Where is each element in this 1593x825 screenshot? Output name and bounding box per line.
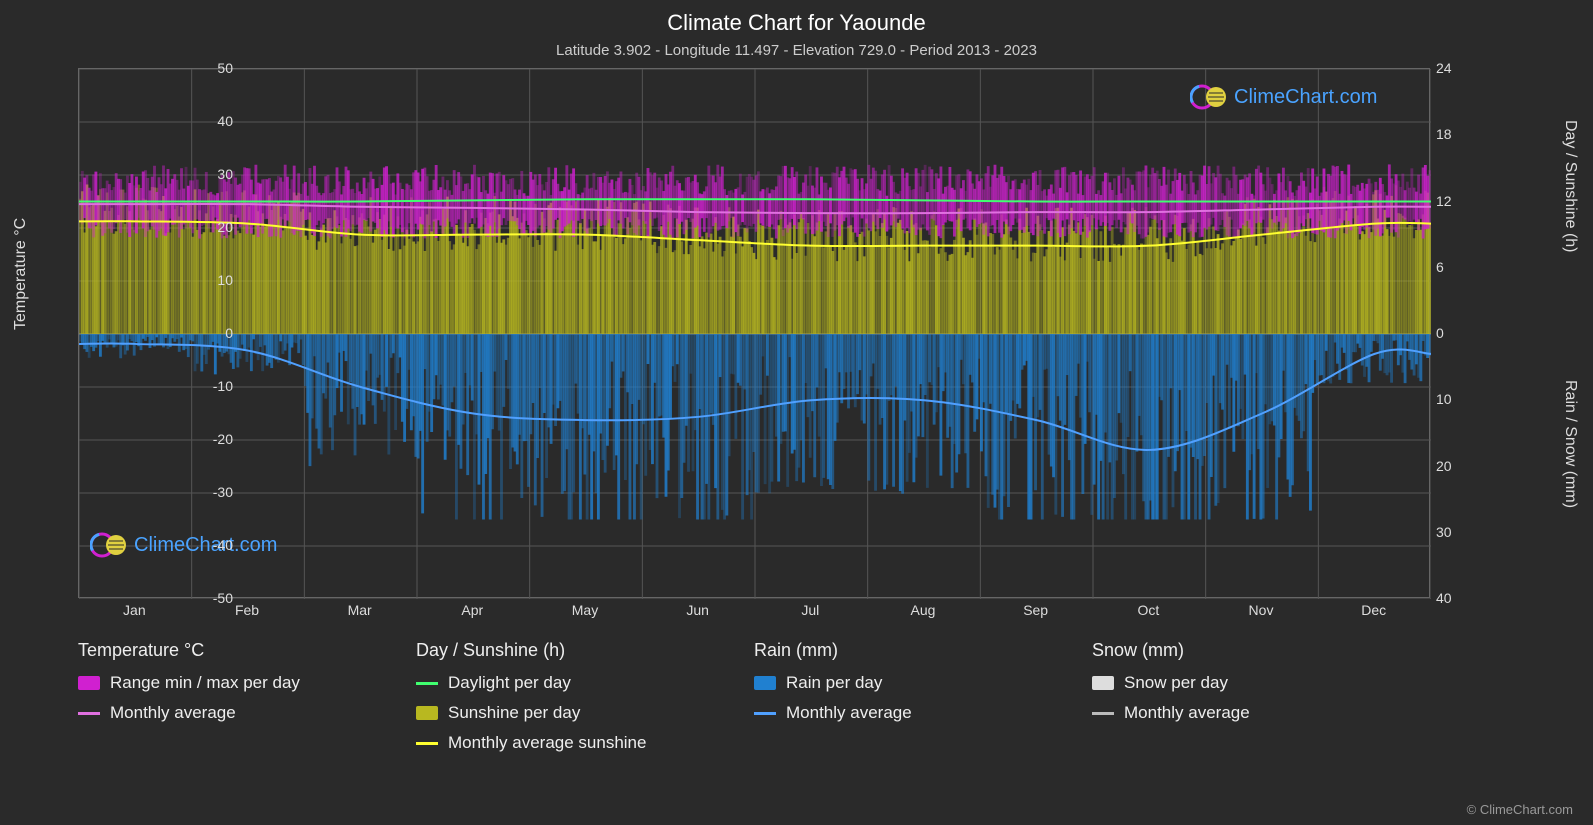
legend-swatch xyxy=(754,676,776,690)
legend-label: Monthly average xyxy=(786,703,912,723)
y-tick-left: -40 xyxy=(183,537,233,553)
y-tick-left: 10 xyxy=(183,272,233,288)
y-tick-left: -30 xyxy=(183,484,233,500)
month-label: May xyxy=(565,602,605,618)
legend-line-swatch xyxy=(78,712,100,715)
y-axis-right-top-label: Day / Sunshine (h) xyxy=(1561,120,1579,253)
y-axis-left-label: Temperature °C xyxy=(12,218,30,330)
legend: Temperature °C Range min / max per day Mon… xyxy=(78,640,1430,763)
y-tick-right-top: 24 xyxy=(1436,60,1486,76)
month-label: Sep xyxy=(1016,602,1056,618)
logo-icon xyxy=(1190,82,1228,112)
copyright: © ClimeChart.com xyxy=(1467,802,1573,817)
y-tick-left: 30 xyxy=(183,166,233,182)
logo-icon-bottom xyxy=(90,530,128,560)
y-tick-left: 20 xyxy=(183,219,233,235)
legend-group-title: Temperature °C xyxy=(78,640,416,661)
legend-label: Rain per day xyxy=(786,673,882,693)
legend-label: Monthly average sunshine xyxy=(448,733,646,753)
month-label: Jun xyxy=(678,602,718,618)
month-label: Oct xyxy=(1128,602,1168,618)
legend-item: Rain per day xyxy=(754,673,1092,693)
month-label: Jul xyxy=(790,602,830,618)
legend-item: Range min / max per day xyxy=(78,673,416,693)
y-tick-left: 50 xyxy=(183,60,233,76)
y-tick-right-top: 12 xyxy=(1436,193,1486,209)
legend-line-swatch xyxy=(416,682,438,685)
y-tick-right-bottom: 10 xyxy=(1436,391,1486,407)
legend-item: Sunshine per day xyxy=(416,703,754,723)
y-tick-right-top: 18 xyxy=(1436,126,1486,142)
legend-item: Monthly average xyxy=(754,703,1092,723)
legend-swatch xyxy=(1092,676,1114,690)
legend-swatch xyxy=(416,706,438,720)
month-label: Apr xyxy=(452,602,492,618)
legend-group-title: Rain (mm) xyxy=(754,640,1092,661)
legend-group: Day / Sunshine (h) Daylight per day Sunshi… xyxy=(416,640,754,763)
legend-group: Snow (mm) Snow per day Monthly average xyxy=(1092,640,1430,763)
month-label: Dec xyxy=(1354,602,1394,618)
legend-group-title: Day / Sunshine (h) xyxy=(416,640,754,661)
chart-subtitle: Latitude 3.902 - Longitude 11.497 - Elev… xyxy=(0,36,1593,59)
y-tick-right-bottom: 20 xyxy=(1436,458,1486,474)
y-tick-left: -50 xyxy=(183,590,233,606)
watermark-top: ClimeChart.com xyxy=(1190,82,1377,112)
chart-title: Climate Chart for Yaounde xyxy=(0,0,1593,36)
legend-item: Snow per day xyxy=(1092,673,1430,693)
legend-item: Monthly average xyxy=(1092,703,1430,723)
legend-label: Range min / max per day xyxy=(110,673,300,693)
chart-svg xyxy=(79,69,1431,599)
legend-group: Rain (mm) Rain per day Monthly average xyxy=(754,640,1092,763)
legend-item: Daylight per day xyxy=(416,673,754,693)
y-tick-right-bottom: 40 xyxy=(1436,590,1486,606)
legend-label: Sunshine per day xyxy=(448,703,580,723)
legend-group-title: Snow (mm) xyxy=(1092,640,1430,661)
month-label: Jan xyxy=(114,602,154,618)
month-label: Mar xyxy=(340,602,380,618)
y-tick-left: -10 xyxy=(183,378,233,394)
legend-swatch xyxy=(78,676,100,690)
legend-line-swatch xyxy=(416,742,438,745)
climate-chart-container: Climate Chart for Yaounde Latitude 3.902… xyxy=(0,0,1593,825)
month-label: Aug xyxy=(903,602,943,618)
y-tick-right-top: 6 xyxy=(1436,259,1486,275)
legend-label: Daylight per day xyxy=(448,673,571,693)
y-tick-left: -20 xyxy=(183,431,233,447)
legend-item: Monthly average sunshine xyxy=(416,733,754,753)
month-label: Nov xyxy=(1241,602,1281,618)
legend-line-swatch xyxy=(754,712,776,715)
legend-label: Snow per day xyxy=(1124,673,1228,693)
legend-group: Temperature °C Range min / max per day Mon… xyxy=(78,640,416,763)
legend-label: Monthly average xyxy=(1124,703,1250,723)
y-axis-right-bottom-label: Rain / Snow (mm) xyxy=(1561,380,1579,508)
watermark-text-top: ClimeChart.com xyxy=(1234,86,1377,109)
y-tick-right-top: 0 xyxy=(1436,325,1486,341)
chart-plot-area xyxy=(78,68,1430,598)
legend-line-swatch xyxy=(1092,712,1114,715)
y-tick-right-bottom: 30 xyxy=(1436,524,1486,540)
month-label: Feb xyxy=(227,602,267,618)
y-tick-left: 40 xyxy=(183,113,233,129)
legend-item: Monthly average xyxy=(78,703,416,723)
legend-label: Monthly average xyxy=(110,703,236,723)
y-tick-left: 0 xyxy=(183,325,233,341)
